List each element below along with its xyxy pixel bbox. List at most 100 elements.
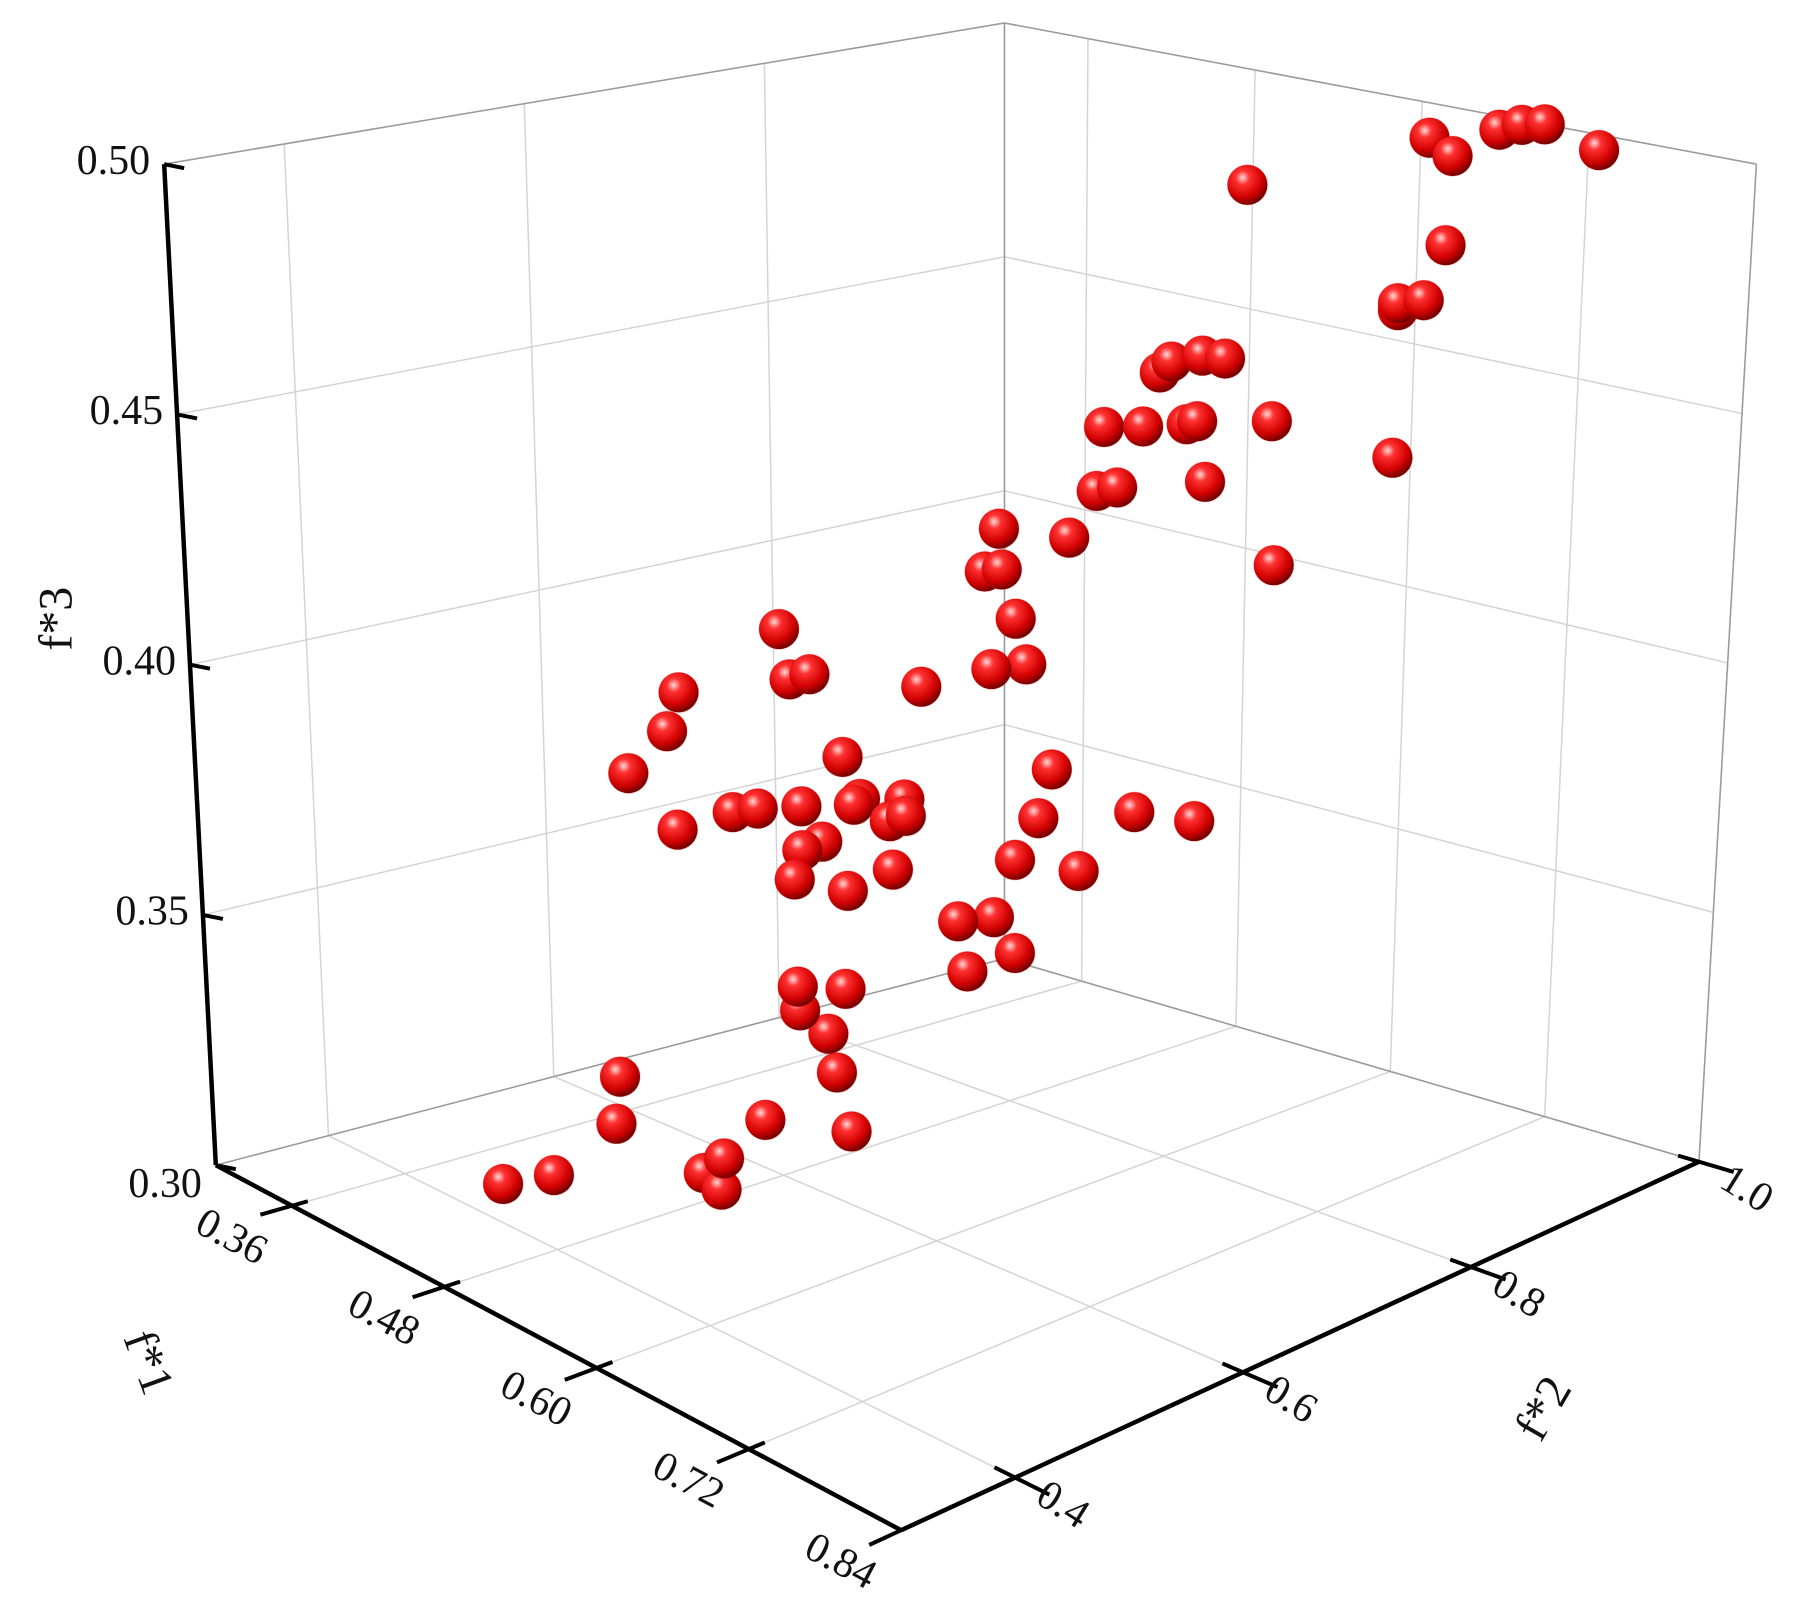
x-tick-label: 0.60 — [493, 1361, 579, 1436]
point — [1176, 400, 1218, 442]
point — [658, 671, 700, 713]
z-tick — [163, 162, 185, 171]
point — [885, 795, 927, 837]
z-tick — [176, 412, 198, 421]
point — [758, 608, 800, 650]
point — [1184, 461, 1226, 503]
x-tick-label: 0.72 — [645, 1443, 731, 1518]
point — [872, 849, 914, 891]
point — [1096, 467, 1138, 509]
point — [995, 598, 1037, 640]
box-edge — [1004, 957, 1700, 1163]
point — [981, 548, 1023, 590]
point — [978, 508, 1020, 550]
y-tick-label: 0.8 — [1484, 1261, 1553, 1328]
x-tick — [564, 1360, 614, 1382]
grid-line — [444, 1025, 1237, 1288]
y-tick-label: 0.6 — [1256, 1366, 1325, 1433]
point — [777, 966, 819, 1008]
z-tick-label: 0.40 — [102, 638, 176, 684]
point — [774, 859, 816, 901]
point — [737, 788, 779, 830]
point — [703, 1138, 745, 1180]
point — [1017, 797, 1059, 839]
point — [946, 950, 988, 992]
z-tick-label: 0.50 — [77, 138, 151, 184]
grid-line — [1004, 723, 1714, 914]
grid-line — [176, 256, 1005, 416]
z-tick — [215, 1163, 237, 1172]
point — [994, 839, 1036, 881]
point — [1204, 338, 1246, 380]
x-tick-label: 0.84 — [797, 1524, 883, 1599]
x-tick — [259, 1199, 309, 1217]
point — [1173, 800, 1215, 842]
grid-line — [1004, 256, 1743, 415]
x-tick-label: 0.48 — [341, 1280, 427, 1355]
point — [970, 648, 1012, 690]
point — [831, 1111, 873, 1153]
point — [1031, 749, 1073, 791]
point — [1524, 103, 1566, 145]
z-tick — [189, 662, 211, 671]
grid-line — [328, 1134, 1016, 1479]
x-tick — [411, 1279, 461, 1300]
box-edge — [1004, 22, 1757, 165]
grid-line — [189, 490, 1005, 666]
z-tick-label: 0.30 — [128, 1161, 202, 1207]
box-edge — [164, 22, 1005, 165]
y-axis — [900, 1159, 1700, 1533]
point — [1005, 643, 1047, 685]
point — [1251, 400, 1293, 442]
x-axis-title: f*1 — [113, 1323, 185, 1401]
point — [533, 1154, 575, 1196]
point — [780, 785, 822, 827]
point — [900, 666, 942, 708]
point — [1403, 279, 1445, 321]
z-tick — [202, 912, 224, 921]
point — [833, 784, 875, 826]
y-tick — [993, 1465, 1051, 1497]
y-tick — [1221, 1361, 1279, 1389]
grid-line — [748, 1115, 1545, 1450]
point — [1083, 406, 1125, 448]
point — [1253, 544, 1295, 586]
point — [1113, 791, 1155, 833]
point — [1058, 850, 1100, 892]
point — [595, 1103, 637, 1145]
point — [788, 653, 830, 695]
point — [807, 1013, 849, 1055]
grid-line — [553, 1075, 1244, 1373]
point — [1226, 164, 1268, 206]
box-edge — [1698, 164, 1758, 1162]
points — [482, 103, 1620, 1211]
point — [994, 932, 1036, 974]
point — [744, 1099, 786, 1141]
z-tick-label: 0.35 — [115, 889, 189, 935]
walls — [164, 22, 1758, 1531]
point — [937, 900, 979, 942]
z-tick-label: 0.45 — [90, 388, 164, 434]
point — [827, 870, 869, 912]
point — [822, 736, 864, 778]
grid-line — [202, 723, 1005, 916]
point — [973, 896, 1015, 938]
grid-line — [778, 1016, 1472, 1268]
y-tick-label: 0.4 — [1028, 1471, 1097, 1538]
point — [482, 1163, 524, 1205]
grid-line — [596, 1070, 1391, 1369]
x-tick-label: 0.36 — [188, 1199, 274, 1274]
y-axis-title: f*2 — [1504, 1367, 1582, 1449]
grid-line — [1004, 490, 1728, 664]
x-tick — [716, 1440, 766, 1465]
y-tick — [1677, 1153, 1735, 1174]
point — [1578, 129, 1620, 171]
point — [1432, 135, 1474, 177]
y-tick — [1449, 1257, 1507, 1282]
point — [607, 752, 649, 794]
point — [646, 710, 688, 752]
point — [1048, 517, 1090, 559]
point — [599, 1056, 641, 1098]
x-axis — [214, 1163, 903, 1533]
